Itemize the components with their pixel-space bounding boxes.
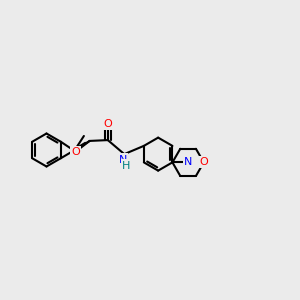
Text: N: N [118,154,127,164]
Text: N: N [184,158,192,167]
Text: O: O [103,118,112,129]
Text: O: O [71,147,80,157]
Text: O: O [200,158,208,167]
Text: H: H [122,160,130,170]
